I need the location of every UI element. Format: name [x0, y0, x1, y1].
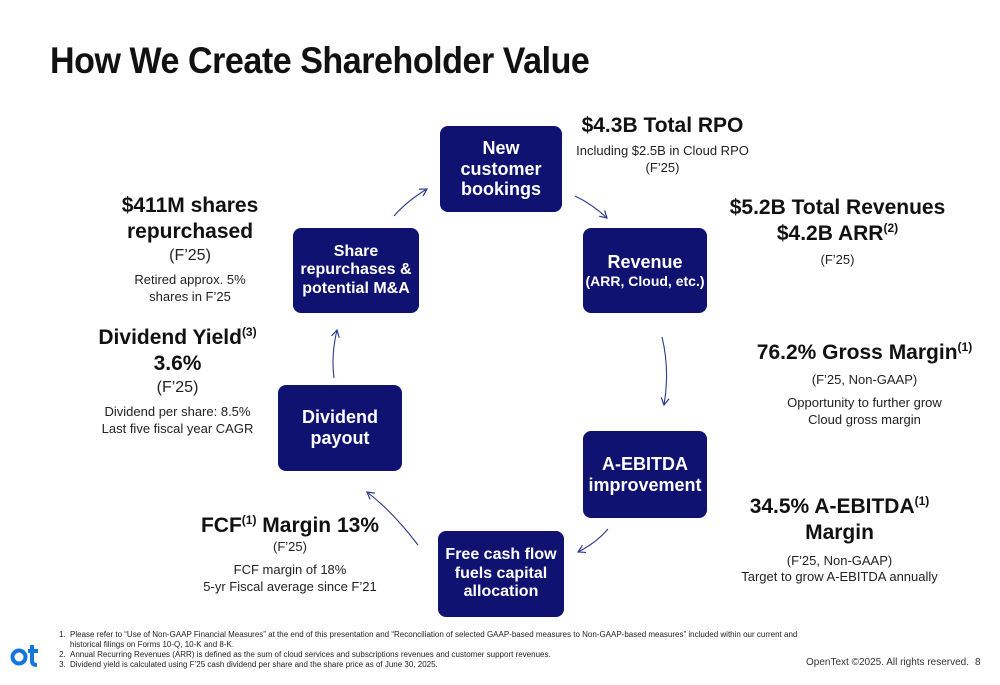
page-title: How We Create Shareholder Value [50, 40, 590, 81]
footnote-item: Annual Recurring Revenues (ARR) is defin… [68, 650, 818, 660]
arrow-revenue-to-ebitda [660, 336, 670, 407]
annotation-gross-margin: 76.2% Gross Margin(1) (F’25, Non-GAAP) O… [752, 340, 977, 429]
annotation-headline: $411M shares repurchased [121, 194, 259, 244]
annotation-total-rpo: $4.3B Total RPO Including $2.5B in Cloud… [555, 113, 770, 177]
footnote-ref: (1) [957, 340, 973, 354]
node-label: Free cash flow fuels capital allocation [445, 546, 557, 601]
annotation-headline: 76.2% Gross Margin [756, 341, 958, 364]
annotation-period: (F’25, Non-GAAP) [786, 552, 893, 568]
arrow-ebitda-to-fcf [576, 528, 609, 554]
annotation-period: (F’25) [820, 251, 855, 267]
copyright: OpenText ©2025. All rights reserved. [806, 657, 970, 668]
node-label: Share repurchases & potential M&A [300, 242, 412, 297]
node-a-ebitda-improvement: A-EBITDA improvement [583, 431, 707, 518]
annotation-headline-suffix: Margin [805, 521, 874, 545]
annotation-period: (F’25, Non-GAAP) [811, 372, 918, 388]
arrow-dividend-to-share [331, 328, 340, 379]
node-share-repurchases: Share repurchases & potential M&A [293, 228, 419, 313]
node-new-customer-bookings: New customer bookings [440, 126, 562, 212]
annotation-period: (F’25) [645, 160, 680, 176]
node-dividend-payout: Dividend payout [278, 385, 402, 471]
footnote-item: Dividend yield is calculated using F’25 … [68, 660, 818, 670]
node-sublabel: (ARR, Cloud, etc.) [585, 272, 705, 289]
annotation-value: 3.6% [153, 352, 202, 376]
annotation-text: shares in F’25 [149, 289, 231, 305]
annotation-headline: Dividend Yield [98, 326, 242, 349]
footnotes: Please refer to “Use of Non-GAAP Financi… [58, 630, 818, 670]
annotation-text: Including $2.5B in Cloud RPO [576, 143, 749, 159]
node-free-cash-flow: Free cash flow fuels capital allocation [438, 531, 564, 617]
arrow-share-to-bookings [393, 188, 429, 217]
annotation-shares-repurchased: $411M shares repurchased (F’25) Retired … [60, 193, 320, 306]
opentext-logo-icon [10, 645, 38, 667]
node-label: Revenue [607, 252, 683, 273]
annotation-arr-text: $4.2B ARR [776, 222, 884, 246]
annotation-text: Target to grow A-EBITDA annually [741, 569, 938, 585]
annotation-dividend-yield: Dividend Yield(3) 3.6% (F’25) Dividend p… [75, 325, 280, 438]
annotation-text: FCF margin of 18% [233, 562, 347, 578]
annotation-text: Opportunity to further grow [787, 395, 942, 411]
annotation-period: (F’25) [169, 246, 211, 264]
page-number: 8 [975, 657, 981, 668]
arrow-bookings-to-revenue [574, 195, 608, 219]
annotation-headline: $4.3B Total RPO [581, 114, 744, 137]
node-label: Dividend payout [301, 407, 378, 448]
arrow-fcf-to-dividend [366, 491, 419, 546]
annotation-headline: $5.2B Total Revenues [729, 196, 946, 219]
footnote-ref: (2) [883, 221, 899, 236]
annotation-arr: $4.2B ARR(2) [720, 221, 955, 247]
footnote-ref: (1) [241, 513, 257, 527]
annotation-period: (F’25) [156, 378, 199, 396]
annotation-text: Last five fiscal year CAGR [101, 421, 254, 437]
annotation-ebitda-margin: 34.5% A-EBITDA(1) Margin (F’25, Non-GAAP… [717, 494, 962, 586]
annotation-period: (F’25) [273, 539, 307, 555]
node-label: New customer bookings [460, 137, 542, 200]
annotation-headline: 34.5% A-EBITDA [749, 495, 915, 518]
annotation-headline-suffix: Margin 13% [256, 514, 380, 537]
annotation-total-revenues: $5.2B Total Revenues $4.2B ARR(2) (F’25) [720, 195, 955, 268]
annotation-text: Retired approx. 5% [134, 272, 246, 288]
annotation-fcf-margin: FCF(1) Margin 13% (F’25) FCF margin of 1… [185, 513, 395, 596]
footnote-ref: (3) [241, 325, 257, 339]
annotation-headline: FCF [200, 514, 242, 537]
footnote-ref: (1) [914, 494, 930, 508]
annotation-text: Dividend per share: 8.5% [104, 404, 251, 420]
node-revenue: Revenue (ARR, Cloud, etc.) [583, 228, 707, 313]
node-label: A-EBITDA improvement [588, 453, 702, 495]
footnote-item: Please refer to “Use of Non-GAAP Financi… [68, 630, 818, 650]
annotation-text: Cloud gross margin [808, 412, 921, 428]
annotation-text: 5-yr Fiscal average since F’21 [203, 579, 377, 595]
